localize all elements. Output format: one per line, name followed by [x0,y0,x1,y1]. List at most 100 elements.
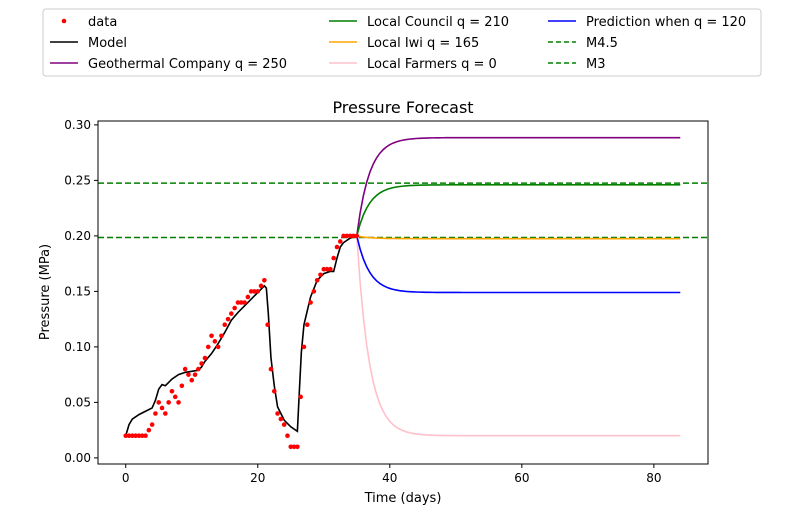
series-line-geothermal-company-q-250 [355,136,681,237]
legend-item-local-iwi-q-165: Local Iwi q = 165 [329,36,479,51]
data-point [311,289,317,294]
data-point [219,333,224,339]
x-tick-label: 80 [646,471,661,485]
data-point [212,339,218,344]
data-point [136,433,142,438]
data-point [176,400,181,405]
y-axis: 0.00 0.05 0.10 0.15 0.20 0.25 0.30 [64,118,98,465]
data-point [202,355,208,361]
data-point [304,322,310,327]
legend-label: Local Farmers q = 0 [367,57,497,72]
data-point [205,344,211,350]
series-line-local-council-q-210 [356,184,681,237]
y-tick-label: 0.10 [64,340,91,354]
data-point [334,244,340,250]
legend-item-m4-5: M4.5 [548,36,618,51]
x-axis: 0 20 40 60 80 [122,464,662,485]
data-point [215,344,221,350]
legend-label: data [88,15,117,30]
data-point [262,277,267,283]
y-tick-label: 0.05 [64,395,91,409]
data-point [149,422,155,427]
legend-label: Local Council q = 210 [367,15,509,30]
data-point [232,305,237,311]
data-point [222,322,228,327]
data-point [242,300,247,305]
data-point [196,366,201,372]
legend: data Model Geothermal Company q = 250 Local… [42,8,762,77]
data-point [146,427,152,433]
plot-area [98,136,708,450]
data-point [238,300,244,305]
data-point [278,416,284,422]
data-point [341,233,346,239]
legend-frame [42,8,762,77]
data-point [153,411,158,416]
data-point [182,366,188,372]
legend-item-local-council-q-210: Local Council q = 210 [329,15,509,30]
data-point [285,433,290,438]
data-point [271,388,277,394]
data-point [139,433,145,438]
data-point [314,277,320,283]
legend-label: Model [88,36,127,51]
data-point [133,433,138,438]
x-tick-label: 20 [250,471,265,485]
data-point [298,394,303,400]
y-axis-label: Pressure (MPa) [38,244,53,340]
data-point [235,300,241,305]
data-point [252,289,257,294]
data-point [123,433,129,438]
legend-item-data: data [61,15,117,30]
x-tick-label: 40 [382,471,397,485]
legend-label: Geothermal Company q = 250 [88,57,287,72]
legend-item-prediction-when-q-120: Prediction when q = 120 [548,15,746,30]
y-tick-label: 0.25 [64,173,91,187]
data-point [245,294,251,300]
data-point [258,283,264,289]
data-point [331,255,336,261]
x-tick-label: 60 [514,471,529,485]
data-point [159,405,165,411]
y-tick-label: 0.20 [64,229,91,243]
data-point [189,377,195,383]
legend-item-local-farmers-q-0: Local Farmers q = 0 [329,57,497,72]
data-point [143,433,148,438]
data-point [199,361,204,366]
data-point [130,433,135,438]
data-point [347,233,353,239]
y-tick-label: 0.15 [64,284,91,298]
data-point [126,433,132,438]
data-point [275,411,280,416]
data-point [186,372,191,377]
data-point [301,344,307,350]
data-point [166,400,171,405]
data-point [344,233,350,239]
data-point [265,322,270,327]
x-axis-label: Time (days) [364,491,442,506]
data-point [324,266,330,272]
data-point [169,388,175,394]
data-point [255,289,261,294]
series-line-local-farmers-q-0 [355,235,681,437]
series-line-local-iwi-q-165 [356,235,681,240]
legend-label: Prediction when q = 120 [586,15,746,30]
legend-item-model: Model [50,36,127,51]
plot-frame [97,120,709,465]
data-point [163,411,168,416]
data-point [291,444,297,450]
data-point [281,422,287,427]
data-point [337,239,343,244]
data-point [225,316,231,322]
y-tick-label: 0.00 [64,451,91,465]
data-point [248,289,254,294]
data-point [351,233,356,239]
data-point [229,311,234,316]
y-tick-label: 0.30 [64,118,91,132]
data-point [295,444,300,450]
data-point [179,383,185,389]
data-point [268,366,274,372]
data-point [192,372,198,377]
